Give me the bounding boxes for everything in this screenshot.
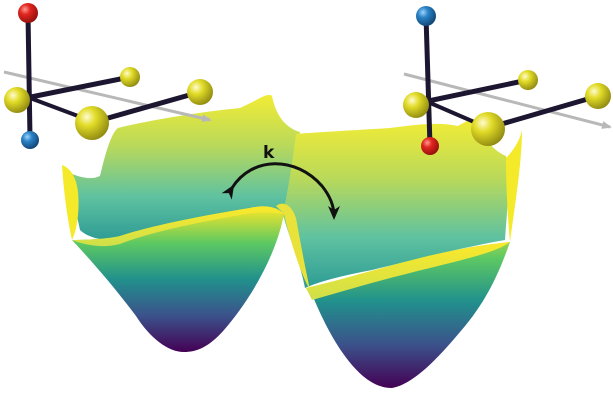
right-blue-atom (416, 6, 436, 26)
right-yellow-atom-a (403, 92, 429, 118)
left-yellow-atom-a (4, 87, 30, 113)
right-yellow-atom-c (585, 83, 611, 109)
left-yellow-atom-b (120, 67, 140, 87)
right-molecule (403, 6, 612, 155)
left-red-atom (18, 3, 38, 23)
left-yellow-atom-d (75, 106, 109, 140)
left-front-flap (62, 165, 79, 240)
rate-curved-arrow (221, 162, 340, 220)
left-blue-atom (21, 131, 39, 149)
right-yellow-atom-b (518, 70, 538, 90)
left-molecule (3, 3, 213, 149)
left-well-bowl (72, 206, 284, 352)
left-axis-arrow (3, 70, 212, 123)
left-yellow-atom-c (187, 79, 213, 105)
saddle-ridge (276, 203, 310, 290)
left-bond-upper (15, 74, 131, 103)
right-well-back-wall (283, 119, 509, 289)
rate-arrow-group: k (221, 143, 340, 220)
right-front-flap (506, 130, 522, 242)
left-vertical-bond (25, 13, 33, 139)
rate-constant-label: k (263, 143, 275, 163)
right-vertical-bond (423, 15, 433, 147)
right-axis-arrow (403, 72, 612, 129)
double-well-surface (62, 94, 522, 388)
right-bond-lower (487, 93, 599, 131)
right-well-rim (306, 242, 510, 300)
right-yellow-atom-d (471, 112, 505, 146)
right-red-atom (421, 137, 439, 155)
right-bond-upper (413, 77, 529, 107)
left-bond-lower (93, 89, 201, 125)
